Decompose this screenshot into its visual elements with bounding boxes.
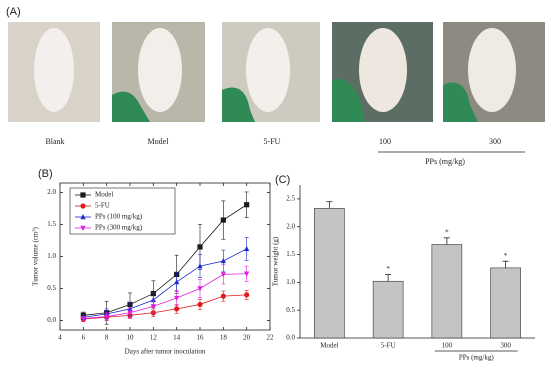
y-tick-label: 1.0: [286, 278, 295, 286]
x-group-label: PPs (mg/kg): [459, 354, 494, 362]
x-tick-label: 100: [442, 342, 453, 350]
photo-label: 100: [379, 137, 391, 146]
x-tick-label: 12: [150, 334, 158, 342]
marker: [174, 295, 180, 302]
marker: [244, 245, 250, 252]
marker: [220, 293, 226, 299]
marker: [80, 214, 86, 220]
panel-label: (C): [275, 174, 290, 186]
photo-label: 5-FU: [264, 137, 281, 146]
series-line: [83, 294, 247, 320]
x-tick-label: 10: [127, 334, 135, 342]
marker: [80, 192, 86, 198]
marker: [104, 314, 110, 320]
marker: [150, 304, 156, 310]
significance-label: *: [504, 252, 508, 260]
mouse: [138, 28, 182, 112]
bar: [490, 267, 521, 339]
x-axis-label: Days after tumor inoculation: [125, 348, 206, 356]
photo-label: Model: [148, 137, 170, 146]
legend-label: PPs (300 mg/kg): [95, 224, 143, 232]
mouse: [468, 28, 516, 112]
marker: [244, 292, 250, 298]
y-axis-label: Tumor volume (cm³): [32, 227, 40, 286]
photo-label: 300: [489, 137, 501, 146]
marker: [174, 306, 180, 312]
mouse: [34, 28, 74, 112]
marker: [197, 301, 203, 308]
series-line: [83, 204, 247, 316]
y-tick-label: 1.5: [286, 250, 295, 258]
x-tick-label: 16: [197, 334, 205, 342]
significance-label: *: [445, 228, 449, 236]
marker: [80, 316, 86, 322]
legend-label: PPs (100 mg/kg): [95, 213, 143, 221]
series-line: [83, 248, 247, 318]
x-tick-label: 5-FU: [381, 342, 396, 350]
x-tick-label: 300: [500, 342, 511, 350]
y-tick-label: 0.5: [47, 284, 56, 292]
glove: [443, 82, 478, 122]
bar: [372, 280, 404, 339]
bar: [314, 208, 345, 339]
mouse: [246, 28, 290, 112]
x-tick-label: 14: [173, 334, 181, 342]
mouse: [359, 28, 407, 112]
x-tick-label: 6: [82, 334, 86, 342]
x-tick-label: 20: [243, 334, 251, 342]
y-tick-label: 1.5: [47, 220, 56, 228]
x-tick-label: 8: [105, 334, 109, 342]
x-tick-label: 18: [220, 334, 228, 342]
marker: [150, 296, 156, 303]
legend-label: Model: [95, 191, 113, 199]
y-tick-label: 2.0: [47, 188, 56, 196]
y-tick-label: 2.5: [286, 195, 295, 203]
photos: [8, 22, 545, 153]
photo-label: Blank: [45, 137, 64, 146]
marker: [244, 271, 250, 277]
legend-box: [69, 187, 176, 235]
marker: [220, 257, 226, 264]
legend-label: 5-FU: [95, 202, 110, 210]
marker: [197, 286, 203, 292]
marker: [244, 202, 250, 208]
marker: [220, 272, 226, 278]
x-tick-label: 22: [267, 334, 275, 342]
y-tick-label: 0.5: [286, 306, 295, 314]
x-tick-label: Model: [320, 342, 338, 350]
marker: [127, 310, 133, 316]
panel-label: (A): [6, 6, 21, 18]
marker: [80, 225, 86, 231]
significance-label: *: [386, 265, 390, 273]
marker: [220, 217, 226, 223]
glove: [332, 79, 365, 122]
series-line: [83, 273, 247, 319]
group-label: PPs (mg/kg): [425, 157, 465, 166]
x-tick-label: 4: [58, 334, 62, 342]
marker: [80, 203, 86, 209]
glove: [222, 87, 255, 122]
glove: [112, 91, 150, 122]
y-axis-label: Tumor weight (g): [272, 236, 280, 286]
marker: [197, 263, 203, 269]
bar: [431, 244, 463, 339]
panel-label: (B): [38, 168, 53, 180]
y-tick-label: 1.0: [47, 252, 56, 260]
y-tick-label: 2.0: [286, 222, 295, 230]
y-tick-label: 0.0: [47, 316, 56, 324]
y-tick-label: 0.0: [286, 334, 295, 342]
marker: [197, 244, 203, 250]
marker: [174, 279, 180, 285]
